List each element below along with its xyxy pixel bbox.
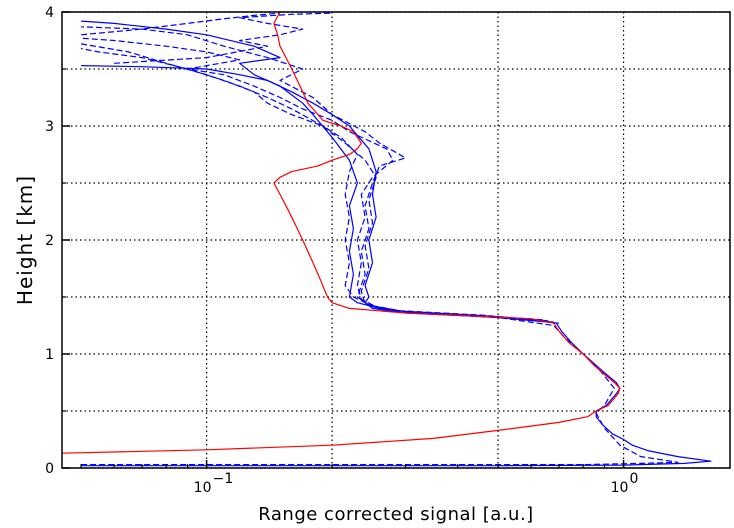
x-tick-label: 10 <box>611 480 629 496</box>
dashed-profile-line <box>81 12 281 36</box>
ticks <box>62 11 625 469</box>
y-axis-title: Height [km] <box>13 175 37 305</box>
reference-profile-line <box>62 12 621 454</box>
dashed-profile-line <box>81 37 543 321</box>
x-tick-exponent: 0 <box>630 471 639 487</box>
dashed-profile-line <box>114 12 333 64</box>
profile-line <box>81 20 560 324</box>
y-tick-label: 4 <box>45 5 54 21</box>
y-tick-label: 3 <box>45 119 54 135</box>
x-axis-title: Range corrected signal [a.u.] <box>258 504 533 525</box>
x-tick-label: 10 <box>194 480 212 496</box>
y-tick-label: 2 <box>45 233 54 249</box>
y-tick-label: 0 <box>45 461 54 477</box>
dashed-profile-line <box>81 26 549 322</box>
series-group <box>62 12 712 467</box>
y-tick-label: 1 <box>45 347 54 363</box>
x-tick-exponent: −1 <box>213 471 234 487</box>
